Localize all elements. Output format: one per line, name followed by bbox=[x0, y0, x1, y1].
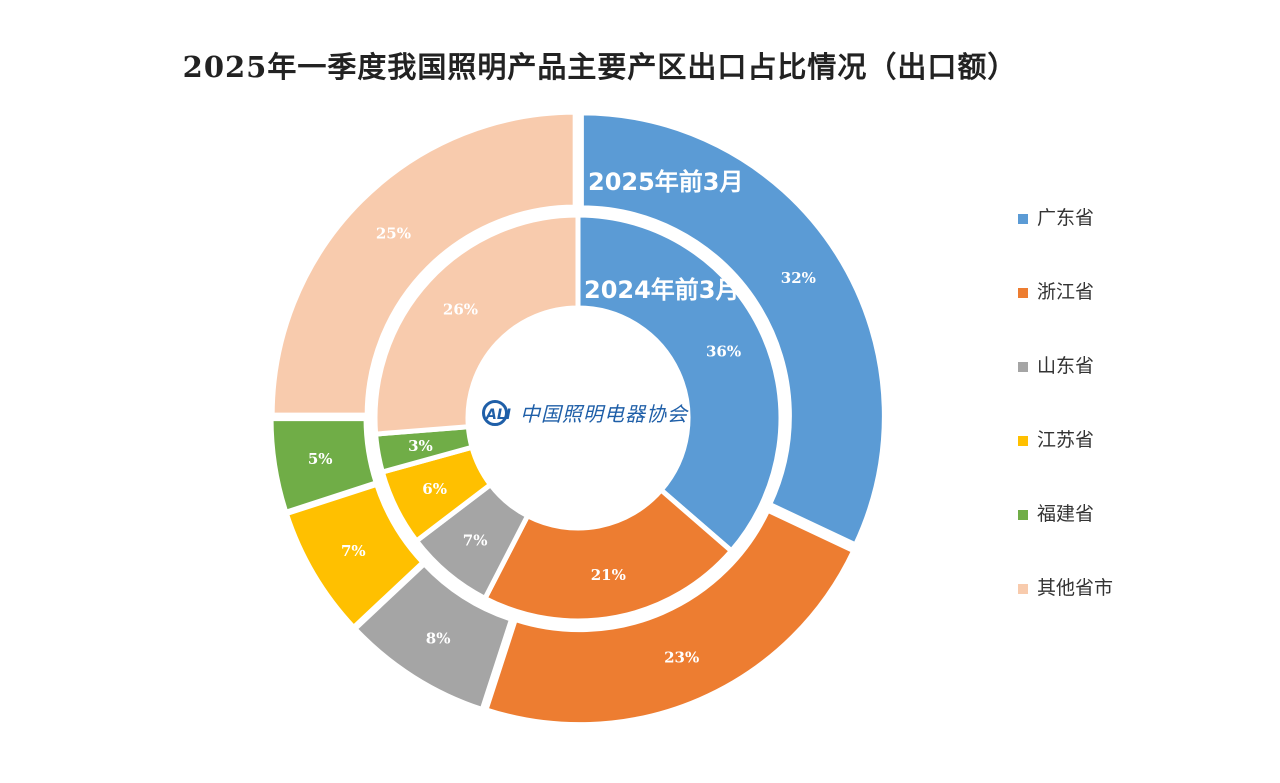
legend-swatch bbox=[1018, 288, 1028, 298]
legend-swatch bbox=[1018, 510, 1028, 520]
chart-title: 2025年一季度我国照明产品主要产区出口占比情况（出口额） bbox=[182, 50, 1018, 84]
outer-ring-series-label: 2025年前3月 bbox=[588, 168, 744, 196]
outer-ring-data-label: 7% bbox=[341, 542, 366, 560]
inner-ring-data-label: 3% bbox=[408, 437, 433, 455]
outer-ring-data-label: 32% bbox=[781, 269, 816, 287]
legend-label: 山东省 bbox=[1037, 355, 1095, 377]
inner-ring-slice-0 bbox=[575, 212, 784, 555]
inner-ring-slice-1 bbox=[481, 486, 735, 624]
outer-ring-slice-4 bbox=[268, 416, 380, 516]
legend: 广东省浙江省山东省江苏省福建省其他省市 bbox=[1018, 205, 1113, 649]
legend-swatch bbox=[1018, 362, 1028, 372]
outer-ring-data-label: 8% bbox=[426, 629, 451, 647]
outer-ring-slice-5 bbox=[269, 109, 578, 418]
inner-ring-data-label: 26% bbox=[443, 300, 478, 318]
outer-ring-data-label: 23% bbox=[664, 649, 699, 667]
legend-item: 福建省 bbox=[1018, 501, 1113, 575]
logo-text: 中国照明电器协会 bbox=[520, 402, 688, 426]
legend-label: 其他省市 bbox=[1037, 577, 1114, 599]
legend-swatch bbox=[1018, 214, 1028, 224]
legend-swatch bbox=[1018, 584, 1028, 594]
legend-item: 江苏省 bbox=[1018, 427, 1113, 501]
legend-label: 江苏省 bbox=[1037, 429, 1095, 451]
outer-ring-data-label: 25% bbox=[376, 224, 411, 242]
inner-ring-data-label: 21% bbox=[591, 566, 626, 584]
donut-chart: 32% 23% 8% 7% 5% 25% 36% 21% 7% 6% 3% 26% 2025年前3月 20… bbox=[268, 109, 887, 728]
inner-ring-slice-5 bbox=[372, 212, 581, 437]
outer-ring-slice-0 bbox=[578, 110, 887, 549]
inner-ring-data-label: 6% bbox=[422, 480, 447, 498]
outer-ring-data-label: 5% bbox=[308, 450, 333, 468]
logo-badge-text: ALI bbox=[485, 407, 511, 423]
association-logo-icon: ALI bbox=[482, 400, 511, 426]
inner-ring-data-label: 7% bbox=[463, 532, 488, 550]
legend-label: 福建省 bbox=[1037, 503, 1095, 525]
legend-label: 广东省 bbox=[1037, 207, 1095, 229]
inner-ring-data-label: 36% bbox=[706, 343, 741, 361]
legend-label: 浙江省 bbox=[1037, 281, 1095, 303]
legend-item: 山东省 bbox=[1018, 353, 1113, 427]
inner-ring-series-label: 2024年前3月 bbox=[584, 276, 740, 304]
legend-swatch bbox=[1018, 436, 1028, 446]
legend-item: 其他省市 bbox=[1018, 575, 1113, 649]
outer-ring-slice-1 bbox=[482, 506, 858, 728]
legend-item: 广东省 bbox=[1018, 205, 1113, 279]
legend-item: 浙江省 bbox=[1018, 279, 1113, 353]
